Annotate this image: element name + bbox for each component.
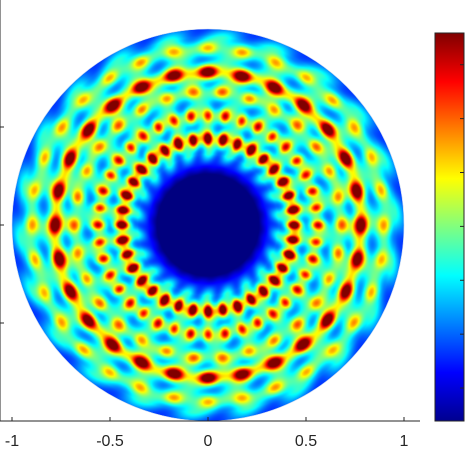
heatmap-field [12, 29, 404, 421]
heatmap-image [12, 29, 404, 421]
x-tick-label: 0.5 [295, 433, 317, 450]
x-tick-label: -1 [5, 433, 19, 450]
x-tick-label: -0.5 [96, 433, 124, 450]
x-tick-label: 0 [204, 433, 213, 450]
x-tick-label: 1 [400, 433, 409, 450]
colorbar [434, 32, 465, 422]
x-ticks: -1 -0.5 0 0.5 1 [5, 417, 409, 450]
colorbar-ticks [460, 64, 464, 389]
y-ticks [0, 126, 4, 324]
